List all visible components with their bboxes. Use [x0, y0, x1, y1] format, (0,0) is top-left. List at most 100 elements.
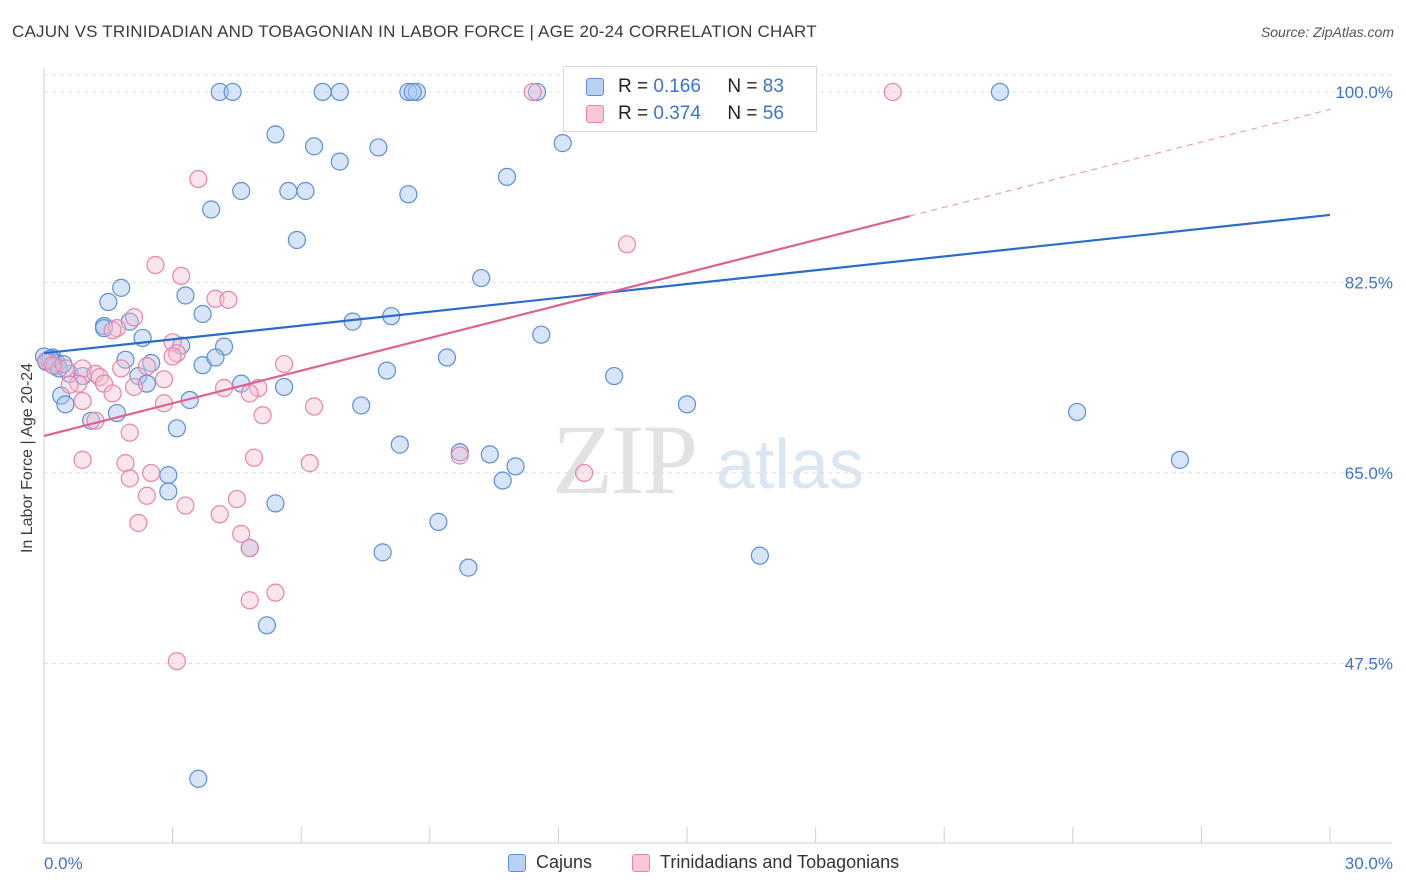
cajuns-point	[304, 137, 324, 156]
cajuns-point	[369, 138, 388, 157]
axes	[43, 68, 1392, 844]
cajuns-point	[116, 350, 135, 369]
cajuns-point	[553, 134, 572, 153]
trinidadians-point	[232, 524, 251, 543]
trinidadians-point	[304, 397, 324, 416]
bottom-legend-trinidadians[interactable]: Trinidadians and Tobagonians	[632, 852, 899, 873]
trinidadians-point	[129, 513, 148, 533]
cajuns-point	[287, 230, 307, 250]
trinidadians-point	[73, 450, 92, 469]
trinidadians-point	[43, 356, 62, 375]
trinidadians-trend-extension	[909, 108, 1331, 217]
cajuns-point	[527, 82, 547, 102]
cajuns-legend-swatch	[508, 853, 526, 872]
trinidadians-point	[124, 308, 144, 327]
cajuns-point	[167, 419, 186, 438]
watermark-zip: ZIP	[552, 404, 698, 515]
trinidadians-point	[116, 454, 135, 473]
cajuns-point	[493, 471, 512, 490]
trinidadians-legend-swatch	[632, 853, 650, 872]
cajuns-point	[296, 181, 315, 201]
trinidadians-point	[124, 377, 144, 397]
cajuns-point	[56, 395, 75, 414]
trinidadians-point	[137, 357, 156, 376]
cajuns-point	[399, 185, 418, 204]
trinidadians-point	[146, 255, 165, 275]
legend-n-label: N =	[727, 76, 758, 97]
cajuns-point	[459, 558, 478, 577]
trinidadians-legend-label: Trinidadians and Tobagonians	[660, 852, 900, 872]
legend-r-value: 0.166	[653, 76, 701, 97]
cajuns-point	[407, 82, 427, 102]
cajuns-point	[429, 512, 448, 531]
bottom-legend-cajuns[interactable]: Cajuns	[508, 852, 592, 873]
cajuns-point	[330, 82, 349, 102]
cajuns-point	[274, 377, 294, 397]
trinidadians-point	[206, 289, 225, 308]
cajuns-point	[437, 348, 457, 367]
trinidadians-point	[60, 375, 79, 394]
trinidadians-point	[274, 354, 294, 374]
cajuns-point	[750, 546, 769, 565]
watermark-atlas: atlas	[716, 425, 864, 503]
trinidadians-point	[120, 469, 139, 488]
trinidadians-point	[227, 489, 246, 509]
trinidadians-point	[523, 82, 542, 102]
trinidadians-point	[103, 321, 122, 340]
trinidadians-point	[154, 370, 174, 389]
trinidadians-point	[883, 82, 902, 102]
cajuns-point	[480, 445, 499, 464]
trinidadians-point	[450, 446, 469, 465]
cajuns-point	[313, 82, 332, 102]
trinidadians-point	[240, 591, 259, 610]
cajuns-point	[352, 396, 371, 415]
source-credit: Source: ZipAtlas.com	[1260, 24, 1394, 40]
y-tick-label: 47.5%	[1345, 654, 1393, 673]
chart-title: CAJUN VS TRINIDADIAN AND TOBAGONIAN IN L…	[12, 22, 817, 41]
y-tick-label: 65.0%	[1345, 464, 1393, 483]
cajuns-point	[532, 325, 551, 344]
trinidadians-point	[210, 505, 229, 524]
cajuns-point	[189, 769, 208, 788]
trinidadians-trend-line	[43, 214, 911, 437]
legend-r-value: 0.374	[653, 103, 701, 124]
trinidadians-point	[120, 423, 139, 442]
legend-n-value: 56	[762, 103, 784, 124]
cajuns-point	[1067, 402, 1087, 422]
cajuns-point	[202, 200, 221, 219]
trinidadians-point	[189, 169, 208, 189]
trinidadians-point	[617, 235, 637, 254]
cajuns-trend-line	[43, 213, 1331, 355]
cajuns-point	[193, 304, 212, 324]
legend-row-trinidadians: R = 0.374 N = 56	[586, 103, 784, 125]
cajuns-point	[206, 348, 225, 367]
cajuns-point	[377, 361, 397, 380]
trinidadians-point	[112, 359, 131, 378]
trinidadians-point	[575, 463, 594, 483]
y-axis-label: In Labor Force | Age 20-24	[19, 362, 36, 554]
x-tick-label: 30.0%	[1345, 854, 1393, 873]
cajuns-point	[99, 292, 118, 312]
legend-n-label: N =	[727, 103, 758, 124]
trinidadians-point	[244, 448, 264, 467]
cajuns-point	[257, 616, 277, 635]
trinidadians-point	[137, 486, 156, 505]
x-tick-label: 0.0%	[44, 854, 83, 873]
legend-n-value: 83	[762, 76, 784, 97]
trinidadians-point	[163, 347, 182, 366]
cajuns-point	[1170, 450, 1190, 469]
cajuns-point	[159, 465, 178, 485]
cajuns-point	[497, 167, 517, 186]
y-tick-label: 100.0%	[1335, 83, 1393, 102]
cajuns-point	[390, 435, 409, 454]
cajuns-point	[223, 82, 242, 102]
cajuns-point	[403, 82, 422, 102]
cajuns-point	[112, 278, 131, 297]
trinidadians-point	[176, 496, 195, 515]
trinidadians-point	[142, 463, 161, 483]
trinidadians-point	[249, 378, 268, 398]
trend-lines	[43, 108, 1331, 437]
cajuns-point	[176, 286, 195, 305]
trinidadians-point	[167, 652, 186, 671]
